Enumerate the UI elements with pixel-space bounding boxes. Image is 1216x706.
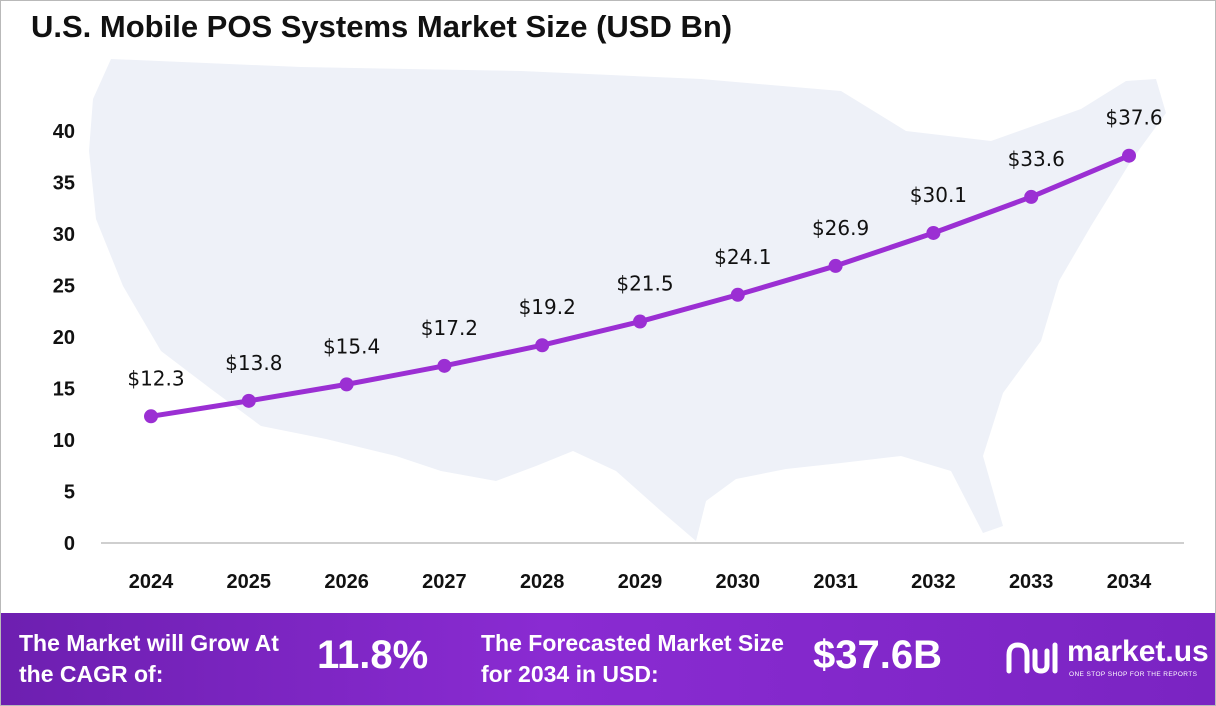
y-tick-label: 5 xyxy=(64,482,75,504)
data-label: $17.2 xyxy=(421,316,478,340)
x-tick-label: 2028 xyxy=(520,571,565,593)
x-tick-label: 2027 xyxy=(422,571,467,593)
data-label: $24.1 xyxy=(714,245,771,269)
data-label: $30.1 xyxy=(910,183,967,207)
data-label: $26.9 xyxy=(812,216,869,240)
cagr-label: The Market will Grow At the CAGR of: xyxy=(19,630,279,687)
x-tick-label: 2030 xyxy=(716,571,761,593)
x-tick-label: 2024 xyxy=(129,571,174,593)
data-labels: $12.3 $13.8 $15.4 $17.2 $19.2 $21.5 $24.1 $26.9… xyxy=(127,106,1162,391)
data-point xyxy=(1122,148,1136,163)
data-point xyxy=(828,258,843,273)
x-tick-label: 2026 xyxy=(324,571,369,593)
y-tick-label: 35 xyxy=(53,173,75,195)
data-label: $37.6 xyxy=(1105,106,1162,130)
chart-title: U.S. Mobile POS Systems Market Size (USD… xyxy=(31,9,733,44)
data-label: $33.6 xyxy=(1008,147,1065,171)
forecast-label: The Forecasted Market Size for 2034 in U… xyxy=(481,630,784,687)
data-point xyxy=(730,287,745,302)
x-tick-label: 2029 xyxy=(618,571,663,593)
data-label: $13.8 xyxy=(225,351,282,375)
x-tick-label: 2034 xyxy=(1107,571,1152,593)
y-tick-label: 20 xyxy=(53,327,75,349)
y-axis: 0 5 10 15 20 25 30 35 40 xyxy=(53,121,75,555)
data-label: $21.5 xyxy=(616,272,673,296)
data-point xyxy=(535,338,550,353)
data-point xyxy=(437,358,452,373)
x-tick-label: 2031 xyxy=(813,571,858,593)
data-point xyxy=(241,393,256,408)
x-tick-label: 2025 xyxy=(227,571,272,593)
data-label: $15.4 xyxy=(323,334,380,358)
cagr-value: 11.8% xyxy=(317,633,429,677)
x-axis: 2024 2025 2026 2027 2028 2029 2030 2031 2032 2033… xyxy=(129,571,1152,593)
y-tick-label: 10 xyxy=(53,430,75,452)
data-point xyxy=(633,314,647,329)
us-map-silhouette xyxy=(89,59,1166,541)
y-tick-label: 40 xyxy=(53,121,75,143)
data-point xyxy=(339,377,354,392)
forecast-value: $37.6B xyxy=(813,633,942,677)
x-tick-label: 2032 xyxy=(911,571,956,593)
data-point xyxy=(1024,189,1039,204)
y-tick-label: 0 xyxy=(64,533,75,555)
series-market-size xyxy=(144,148,1136,424)
y-tick-label: 30 xyxy=(53,224,75,246)
market-us-logo-icon xyxy=(1006,642,1058,674)
data-label: $12.3 xyxy=(127,366,184,390)
brand-tagline: ONE STOP SHOP FOR THE REPORTS xyxy=(1069,671,1198,678)
brand-name: market.us xyxy=(1067,635,1209,668)
y-tick-label: 15 xyxy=(53,379,75,401)
brand-logo: market.us ONE STOP SHOP FOR THE REPORTS xyxy=(1005,635,1210,685)
data-point xyxy=(144,409,158,424)
footer-banner: The Market will Grow At the CAGR of: 11.… xyxy=(1,613,1215,705)
data-label: $19.2 xyxy=(519,295,576,319)
y-tick-label: 25 xyxy=(53,276,75,298)
data-point xyxy=(926,225,941,240)
x-tick-label: 2033 xyxy=(1009,571,1054,593)
